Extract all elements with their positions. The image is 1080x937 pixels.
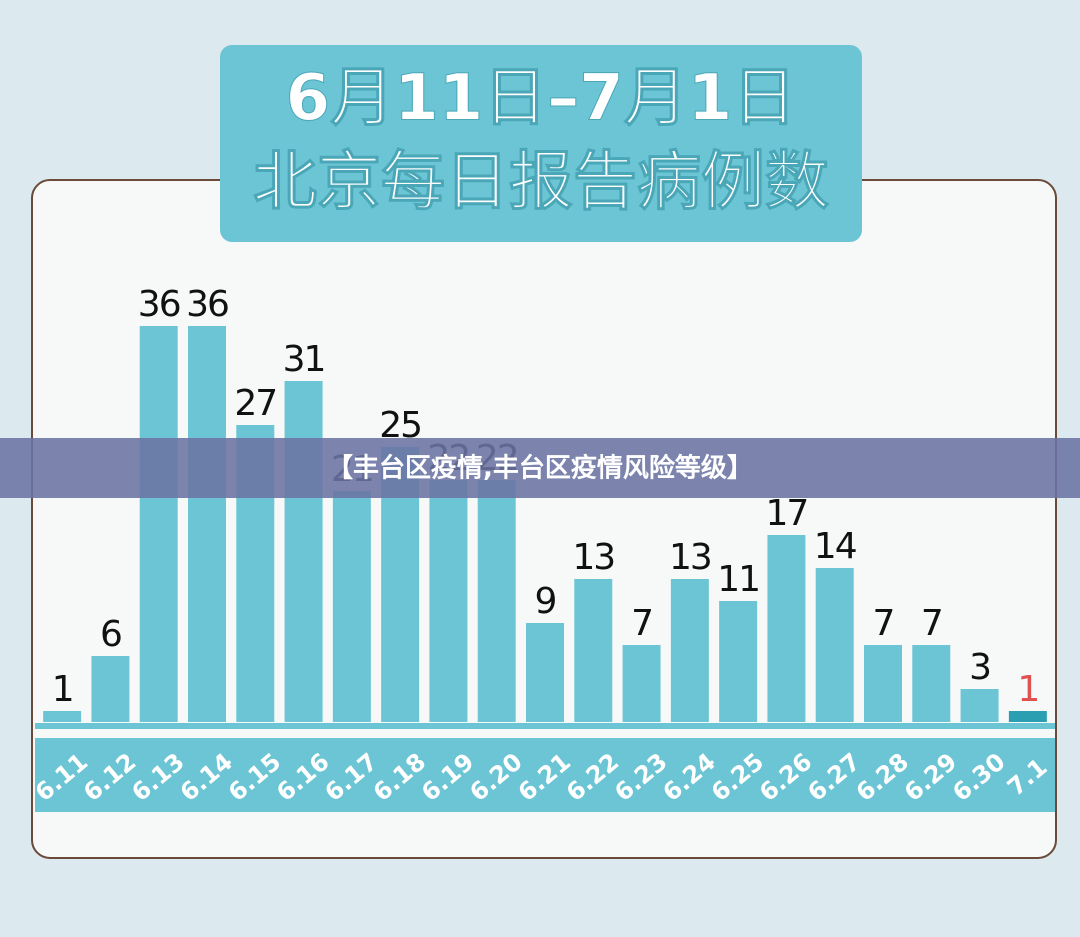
bar [139, 326, 178, 722]
value-label: 13 [572, 537, 614, 578]
bar [1008, 711, 1047, 722]
bar [477, 480, 516, 722]
bar [574, 579, 613, 722]
bar [622, 645, 661, 722]
bar [719, 601, 758, 722]
value-label: 7 [873, 603, 894, 644]
bar [526, 623, 564, 722]
value-label: 7 [921, 603, 942, 644]
bar [815, 568, 854, 722]
banner: 【丰台区疫情,丰台区疫情风险等级】 [327, 453, 753, 484]
title-box [220, 45, 862, 242]
value-label: 31 [283, 339, 325, 380]
value-label: 6 [100, 614, 121, 655]
chart-subtitle: 北京每日报告病例数 [253, 146, 829, 220]
bar [670, 579, 709, 722]
bar [43, 711, 82, 722]
bar [284, 381, 323, 722]
value-label: 7 [631, 603, 652, 644]
value-label: 1 [52, 669, 73, 710]
bar [332, 491, 371, 722]
value-label: 3 [969, 647, 990, 688]
value-label: 17 [766, 493, 808, 534]
value-label: 36 [138, 284, 180, 325]
x-axis-band [35, 738, 1055, 812]
value-label: 27 [234, 383, 276, 424]
value-label: 14 [814, 526, 856, 567]
banner-bg [0, 438, 1080, 498]
bar [429, 480, 468, 722]
value-label: 13 [669, 537, 711, 578]
value-label: 1 [1017, 669, 1038, 710]
bar [91, 656, 130, 722]
value-label: 36 [186, 284, 228, 325]
bar [767, 535, 806, 722]
chart-title: 6月11日–7月1日 [286, 62, 797, 136]
value-label: 9 [535, 581, 556, 622]
bar [960, 689, 999, 722]
value-label: 11 [717, 559, 759, 600]
bar [188, 326, 226, 722]
bar [912, 645, 951, 722]
bar [864, 645, 902, 722]
